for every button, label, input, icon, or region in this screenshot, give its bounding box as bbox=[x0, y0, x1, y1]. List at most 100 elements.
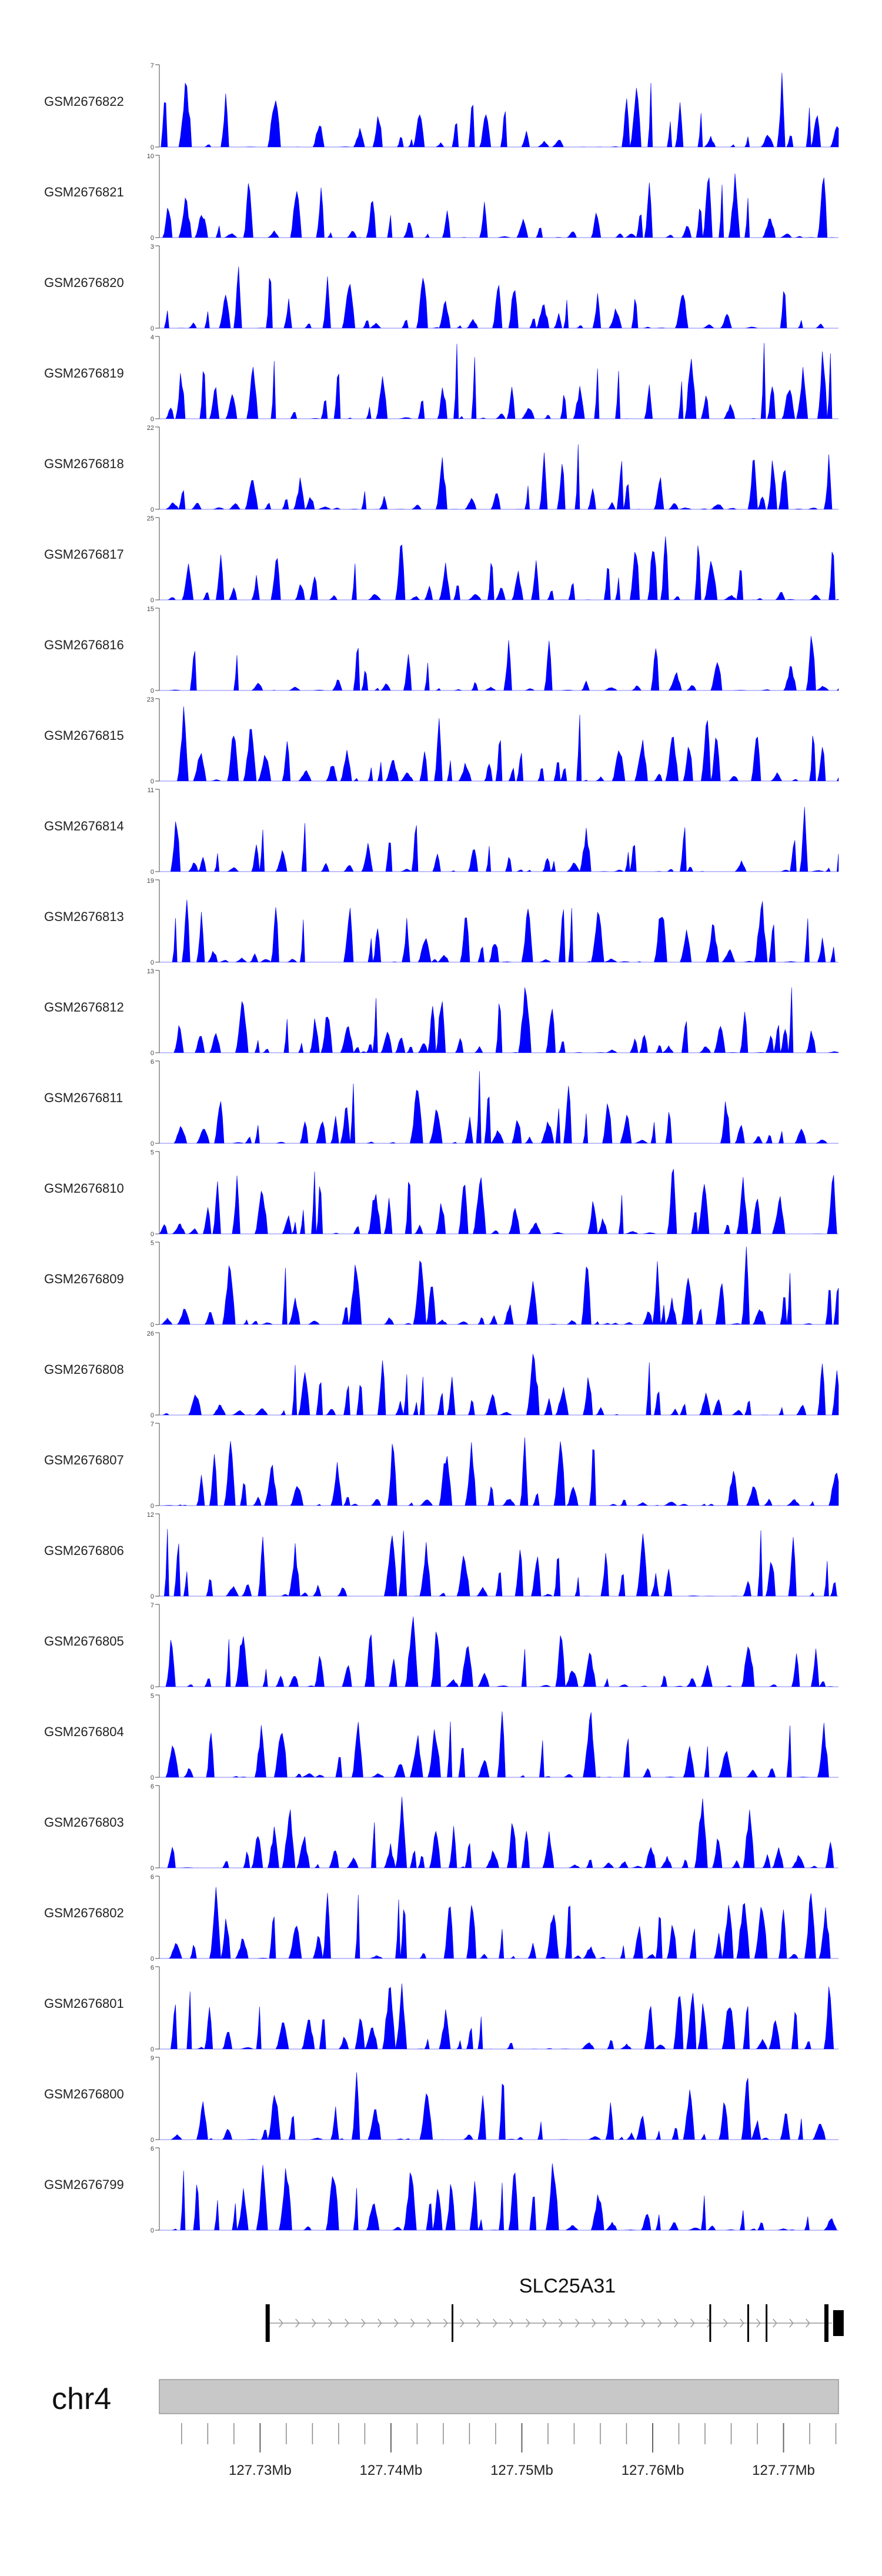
strand-arrow bbox=[624, 2318, 629, 2328]
coverage-area bbox=[159, 1169, 838, 1234]
track-GSM2676811: GSM2676811 6 0 bbox=[44, 1059, 838, 1147]
track-label: GSM2676815 bbox=[44, 728, 124, 743]
strand-arrow bbox=[592, 2318, 596, 2328]
y-max-label: 10 bbox=[147, 153, 154, 160]
track-GSM2676799: GSM2676799 6 0 bbox=[44, 2145, 838, 2234]
track-GSM2676818: GSM2676818 22 0 bbox=[44, 425, 838, 513]
strand-arrow bbox=[295, 2318, 300, 2328]
track-GSM2676806: GSM2676806 12 0 bbox=[44, 1511, 838, 1600]
track-label: GSM2676819 bbox=[44, 366, 124, 381]
y-max-label: 9 bbox=[151, 2055, 154, 2062]
coverage-area bbox=[159, 1887, 838, 1959]
strand-arrow bbox=[542, 2318, 547, 2328]
track-label: GSM2676807 bbox=[44, 1453, 124, 1467]
track-label: GSM2676806 bbox=[44, 1543, 124, 1558]
track-GSM2676820: GSM2676820 3 0 bbox=[44, 243, 838, 332]
y-min-label: 0 bbox=[151, 416, 154, 423]
coverage-area bbox=[159, 1071, 838, 1144]
strand-arrow bbox=[526, 2318, 530, 2328]
strand-arrow bbox=[377, 2318, 382, 2328]
strand-arrow bbox=[773, 2318, 777, 2328]
y-min-label: 0 bbox=[151, 2046, 154, 2053]
track-GSM2676805: GSM2676805 7 0 bbox=[44, 1602, 838, 1691]
strand-arrow bbox=[427, 2318, 432, 2328]
strand-arrow bbox=[493, 2318, 497, 2328]
track-GSM2676800: GSM2676800 9 0 bbox=[44, 2055, 838, 2144]
coverage-area bbox=[159, 1246, 839, 1325]
gene-exon bbox=[451, 2304, 453, 2342]
track-GSM2676822: GSM2676822 7 0 bbox=[44, 62, 839, 151]
coverage-area bbox=[159, 444, 838, 510]
gene-name-label: SLC25A31 bbox=[519, 2275, 616, 2297]
y-min-label: 0 bbox=[151, 778, 154, 785]
coverage-area bbox=[159, 899, 838, 963]
track-label: GSM2676802 bbox=[44, 1906, 124, 1920]
track-GSM2676802: GSM2676802 6 0 bbox=[44, 1874, 838, 1963]
strand-arrow bbox=[690, 2318, 695, 2328]
strand-arrow bbox=[476, 2318, 481, 2328]
y-min-label: 0 bbox=[151, 2137, 154, 2144]
y-max-label: 7 bbox=[151, 1421, 154, 1428]
track-GSM2676817: GSM2676817 25 0 bbox=[44, 515, 839, 604]
strand-arrow bbox=[394, 2318, 399, 2328]
track-label: GSM2676801 bbox=[44, 1996, 124, 2011]
track-GSM2676807: GSM2676807 7 0 bbox=[44, 1421, 839, 1510]
x-tick-label: 127.74Mb bbox=[360, 2462, 423, 2478]
track-label: GSM2676803 bbox=[44, 1815, 124, 1830]
track-label: GSM2676808 bbox=[44, 1362, 124, 1377]
coverage-area bbox=[159, 806, 839, 872]
strand-arrow bbox=[279, 2318, 283, 2328]
track-GSM2676816: GSM2676816 15 0 bbox=[44, 606, 839, 695]
coverage-area bbox=[159, 266, 838, 329]
y-min-label: 0 bbox=[151, 1865, 154, 1872]
gene-utr-block bbox=[833, 2310, 844, 2336]
track-GSM2676812: GSM2676812 13 0 bbox=[44, 968, 839, 1057]
y-min-label: 0 bbox=[151, 144, 154, 151]
y-max-label: 25 bbox=[147, 515, 154, 522]
y-min-label: 0 bbox=[151, 235, 154, 242]
track-label: GSM2676811 bbox=[44, 1090, 123, 1105]
strand-arrow bbox=[328, 2318, 333, 2328]
y-min-label: 0 bbox=[151, 1322, 154, 1329]
y-max-label: 19 bbox=[147, 877, 154, 885]
strand-arrow bbox=[756, 2318, 761, 2328]
y-max-label: 15 bbox=[147, 606, 154, 613]
track-label: GSM2676820 bbox=[44, 275, 124, 290]
y-max-label: 6 bbox=[151, 1874, 154, 1881]
track-GSM2676801: GSM2676801 6 0 bbox=[44, 1964, 838, 2053]
coverage-area bbox=[159, 1437, 839, 1506]
chromosome-ideogram-band bbox=[159, 2379, 839, 2414]
track-GSM2676813: GSM2676813 19 0 bbox=[44, 877, 838, 966]
gene-exon bbox=[709, 2304, 711, 2342]
track-label: GSM2676813 bbox=[44, 909, 124, 924]
track-label: GSM2676814 bbox=[44, 819, 124, 833]
y-max-label: 5 bbox=[151, 1149, 154, 1156]
track-GSM2676804: GSM2676804 5 0 bbox=[44, 1693, 838, 1781]
track-label: GSM2676800 bbox=[44, 2087, 124, 2101]
y-max-label: 5 bbox=[151, 1693, 154, 1700]
track-label: GSM2676821 bbox=[44, 185, 124, 199]
track-label: GSM2676818 bbox=[44, 456, 124, 471]
y-max-label: 7 bbox=[151, 1602, 154, 1609]
strand-arrow bbox=[608, 2318, 613, 2328]
track-label: GSM2676812 bbox=[44, 1000, 124, 1015]
y-min-label: 0 bbox=[151, 1956, 154, 1963]
gene-exon bbox=[265, 2304, 270, 2342]
y-max-label: 3 bbox=[151, 243, 154, 251]
strand-arrow bbox=[674, 2318, 679, 2328]
y-min-label: 0 bbox=[151, 869, 154, 876]
strand-arrow bbox=[410, 2318, 415, 2328]
y-min-label: 0 bbox=[151, 1412, 154, 1419]
y-min-label: 0 bbox=[151, 1774, 154, 1781]
coverage-area bbox=[159, 1616, 838, 1688]
strand-arrow bbox=[740, 2318, 744, 2328]
coverage-area bbox=[159, 536, 839, 600]
y-max-label: 6 bbox=[151, 1783, 154, 1790]
strand-arrow bbox=[361, 2318, 366, 2328]
y-min-label: 0 bbox=[151, 1231, 154, 1238]
chromosome-label: chr4 bbox=[52, 2382, 111, 2416]
strand-arrow bbox=[657, 2318, 662, 2328]
y-max-label: 23 bbox=[147, 696, 154, 703]
track-label: GSM2676810 bbox=[44, 1181, 124, 1196]
coverage-area bbox=[159, 72, 839, 148]
